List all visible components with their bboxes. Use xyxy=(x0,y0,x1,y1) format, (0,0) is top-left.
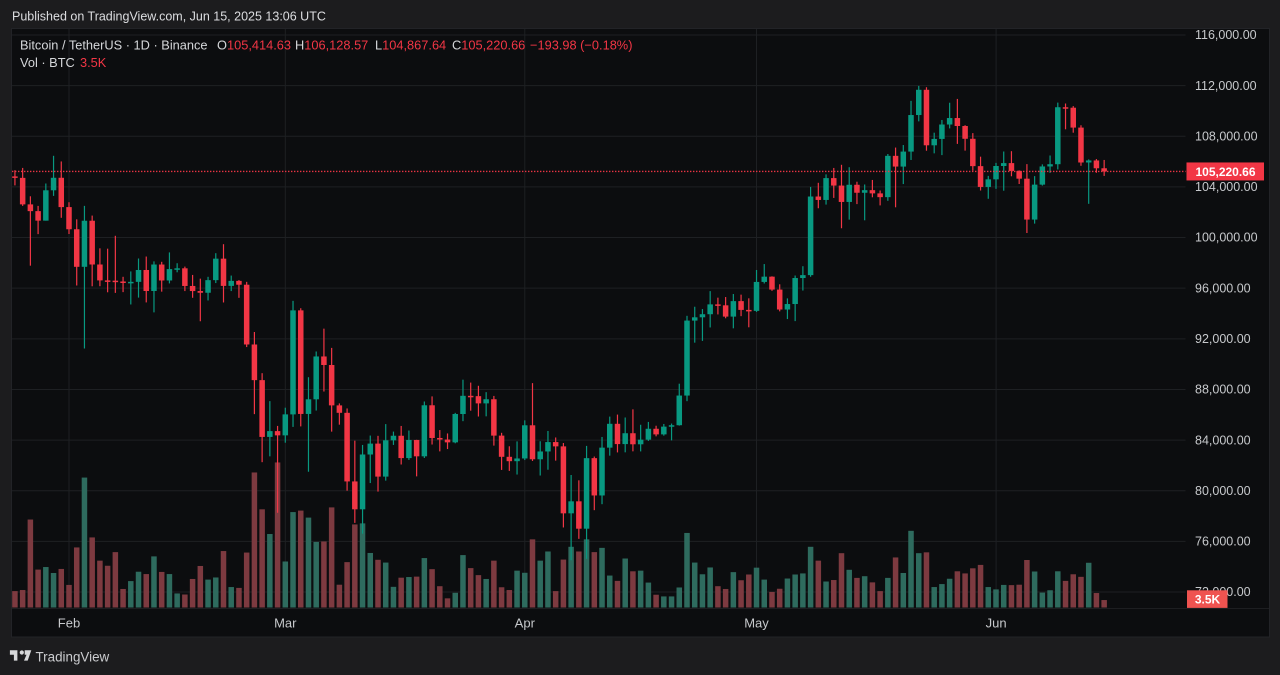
svg-text:Feb: Feb xyxy=(58,616,80,631)
svg-text:88,000.00: 88,000.00 xyxy=(1195,383,1251,397)
svg-text:May: May xyxy=(744,616,769,631)
svg-text:Vol · BTC: Vol · BTC xyxy=(20,55,75,70)
svg-text:3.5K: 3.5K xyxy=(80,55,107,70)
svg-text:Published on TradingView.com,: Published on TradingView.com, Jun 15, 20… xyxy=(12,10,326,24)
svg-text:96,000.00: 96,000.00 xyxy=(1195,281,1251,295)
svg-text:116,000.00: 116,000.00 xyxy=(1195,28,1257,42)
svg-text:108,000.00: 108,000.00 xyxy=(1195,129,1258,143)
svg-text:105,220.66: 105,220.66 xyxy=(1195,165,1255,179)
svg-text:76,000.00: 76,000.00 xyxy=(1195,535,1251,549)
svg-text:C105,220.66: C105,220.66 xyxy=(452,38,525,53)
svg-text:Bitcoin / TetherUS · 1D · Bina: Bitcoin / TetherUS · 1D · Binance xyxy=(20,38,208,53)
svg-text:112,000.00: 112,000.00 xyxy=(1195,79,1257,93)
svg-text:Jun: Jun xyxy=(986,616,1007,631)
svg-text:TradingView: TradingView xyxy=(36,650,110,665)
svg-text:H106,128.57: H106,128.57 xyxy=(295,38,368,53)
svg-text:−193.98 (−0.18%): −193.98 (−0.18%) xyxy=(530,38,632,53)
svg-text:80,000.00: 80,000.00 xyxy=(1195,484,1251,498)
svg-text:Mar: Mar xyxy=(274,616,297,631)
svg-text:L104,867.64: L104,867.64 xyxy=(375,38,446,53)
svg-text:104,000.00: 104,000.00 xyxy=(1195,180,1258,194)
svg-text:Apr: Apr xyxy=(515,616,536,631)
svg-text:92,000.00: 92,000.00 xyxy=(1195,332,1251,346)
svg-text:3.5K: 3.5K xyxy=(1195,593,1221,607)
svg-text:O105,414.63: O105,414.63 xyxy=(217,38,291,53)
svg-text:84,000.00: 84,000.00 xyxy=(1195,433,1251,447)
svg-text:100,000.00: 100,000.00 xyxy=(1195,231,1258,245)
